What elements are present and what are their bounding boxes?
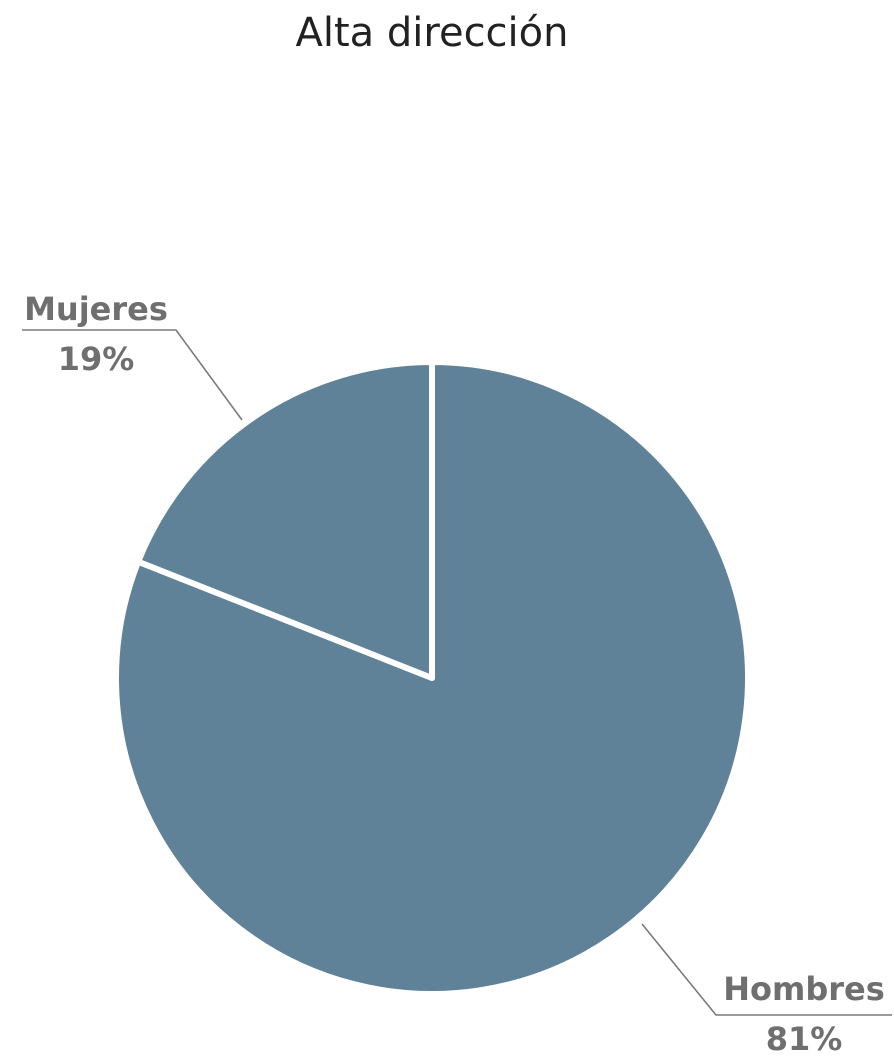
pie-slices [113,359,751,997]
chart-title: Alta dirección [296,10,569,56]
pie-slice-mujeres [135,359,435,681]
leader-line-hombres [641,923,892,1016]
leader-line-mujeres [22,329,243,421]
slice-label-hombres: Hombres [723,970,885,1008]
slice-label-mujeres: Mujeres [24,290,168,328]
slice-labels: Hombres 81% Mujeres 19% [22,290,892,1057]
slice-value-hombres: 81% [766,1020,843,1057]
slice-value-mujeres: 19% [58,340,135,378]
pie-slice-hombres [113,359,751,997]
